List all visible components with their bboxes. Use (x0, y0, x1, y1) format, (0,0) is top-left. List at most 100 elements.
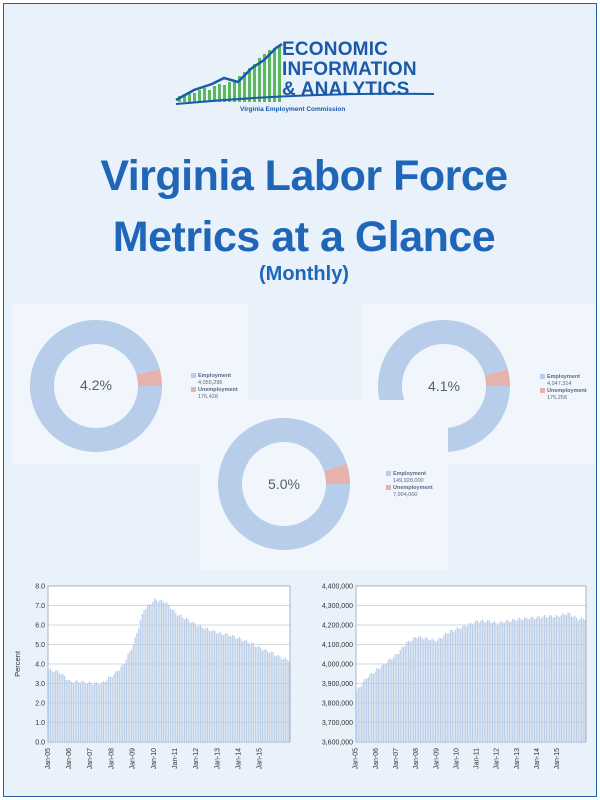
donut-slice-unemployment (323, 463, 350, 484)
y-tick-label: 4,100,000 (322, 642, 353, 649)
chart-bar (367, 677, 369, 742)
chart-bar (222, 635, 225, 742)
chart-bar (196, 626, 198, 742)
chart-bar (221, 633, 223, 742)
chart-bar (169, 608, 172, 742)
chart-bar (424, 637, 427, 742)
y-axis-label: Percent (13, 650, 22, 677)
chart-bar (208, 630, 210, 742)
chart-bar (95, 682, 97, 742)
chart-bar (372, 673, 374, 742)
y-tick-label: 0.0 (35, 740, 45, 747)
chart-bar (65, 679, 67, 742)
page-subtitle: (Monthly) (259, 263, 349, 285)
logo-line-3: & ANALYTICS (282, 79, 410, 100)
chart-bar (78, 682, 80, 742)
chart-bar (74, 680, 76, 742)
logo-bar (238, 76, 241, 102)
chart-bar (533, 618, 536, 742)
x-tick-label: Jan-11 (172, 748, 179, 769)
chart-bar (357, 687, 359, 742)
chart-bar (523, 617, 526, 742)
chart-bar (182, 617, 184, 742)
chart-bar (242, 641, 244, 742)
chart-bar (446, 633, 448, 742)
legend-label: Unemployment (393, 485, 433, 491)
chart-bar (153, 598, 156, 742)
logo-line-2: INFORMATION (282, 59, 417, 80)
x-tick-label: Jan-05 (45, 748, 52, 770)
chart-bar (284, 657, 286, 742)
chart-bar (122, 664, 124, 742)
chart-bar (256, 647, 258, 742)
chart-bar (559, 617, 561, 742)
chart-bar (549, 615, 551, 742)
x-tick-label: Jan-06 (66, 748, 73, 770)
chart-bar (51, 670, 53, 742)
x-tick-label: Jan-08 (413, 748, 420, 770)
chart-bar (431, 638, 433, 742)
logo-bar (268, 50, 271, 102)
donut-slice-unemployment (484, 369, 510, 386)
chart-bar (522, 620, 524, 742)
chart-bar (384, 664, 386, 742)
chart-bar (55, 670, 57, 742)
chart-bar (366, 678, 368, 742)
chart-bar (377, 668, 379, 742)
chart-bar (194, 623, 196, 742)
legend-label: Employment (547, 374, 581, 380)
chart-bar (498, 622, 500, 742)
chart-bar (565, 615, 568, 742)
logo-bar (253, 64, 256, 102)
legend-employment: Employment (540, 374, 587, 381)
page-frame: ECONOMIC INFORMATION & ANALYTICS Virgini… (3, 3, 597, 797)
legend-value: 149,928,000 (393, 478, 424, 484)
logo-bar (198, 90, 201, 102)
chart-bar (155, 600, 157, 742)
chart-bar (63, 676, 66, 742)
chart-bar (530, 616, 532, 742)
chart-bar (480, 620, 482, 742)
chart-bar (387, 659, 390, 742)
x-tick-label: Jan-05 (353, 748, 360, 770)
chart-bar (397, 653, 400, 742)
chart-bar (237, 638, 239, 742)
chart-bar (392, 657, 395, 742)
y-tick-label: 4,200,000 (322, 623, 353, 630)
legend-employment: Employment (386, 471, 433, 478)
chart-bar (219, 631, 221, 742)
chart-bar (411, 640, 413, 742)
chart-bar (217, 633, 219, 742)
legend-value: 175,258 (547, 395, 567, 401)
chart-bar (527, 619, 529, 742)
chart-bar (102, 681, 104, 742)
legend-value: 176,428 (198, 394, 218, 400)
x-tick-label: Jan-15 (554, 748, 561, 770)
chart-bar (125, 659, 127, 742)
chart-bar (229, 636, 232, 742)
chart-bar (426, 637, 428, 742)
chart-bar (555, 614, 557, 742)
chart-bar (570, 616, 573, 742)
legend-unemployment: Unemployment (540, 388, 587, 395)
chart-bar (90, 683, 92, 742)
chart-bar (92, 685, 94, 742)
chart-bar (362, 681, 364, 742)
chart-bar (131, 649, 133, 742)
chart-bar (416, 638, 418, 742)
chart-bar (233, 635, 235, 742)
chart-bar (418, 636, 420, 742)
chart-bar (547, 617, 549, 742)
chart-bar (584, 619, 586, 742)
y-tick-label: 4.0 (35, 662, 45, 669)
x-tick-label: Jan-13 (214, 748, 221, 770)
chart-bar (381, 665, 383, 742)
chart-bar (473, 622, 475, 742)
chart-bar (537, 615, 539, 742)
logo-bar (263, 54, 266, 102)
chart-bar (401, 646, 403, 742)
y-tick-label: 4,400,000 (322, 584, 353, 591)
chart-bar (486, 620, 489, 742)
chart-bar (263, 649, 265, 742)
chart-bar (488, 620, 490, 742)
